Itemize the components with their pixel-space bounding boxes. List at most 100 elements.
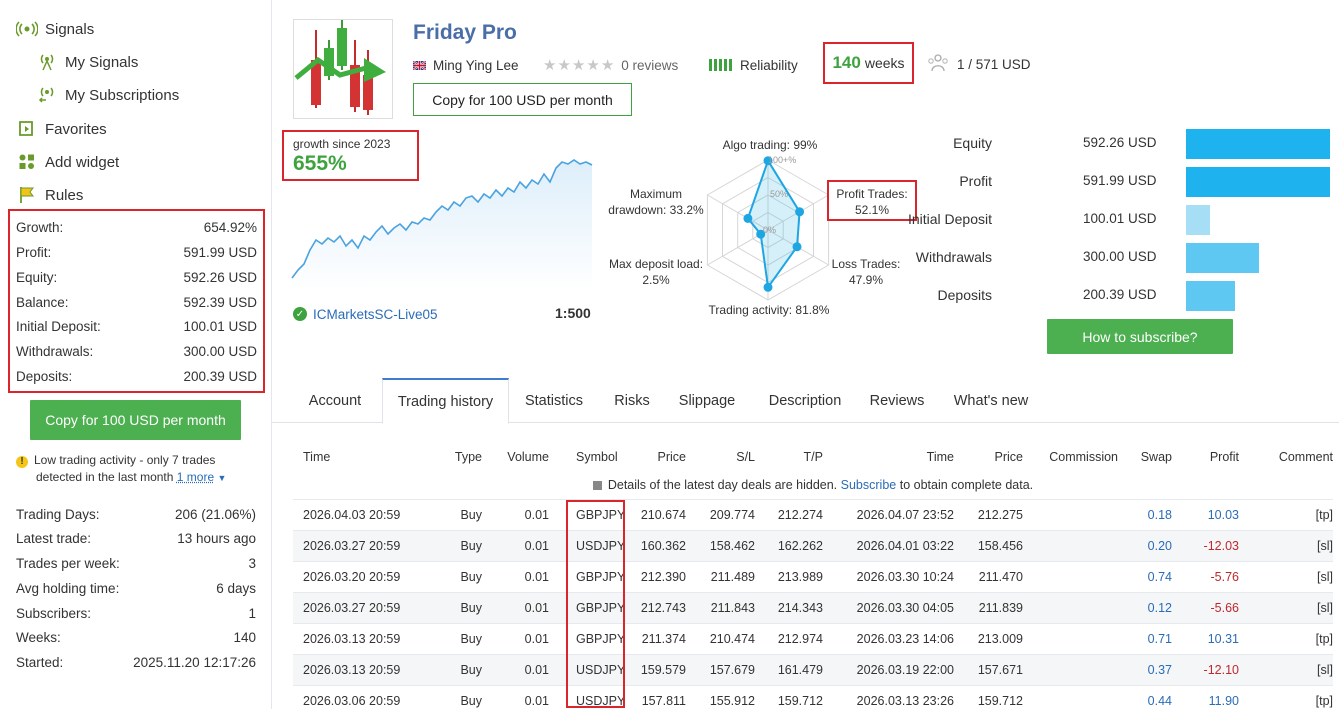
info-value: 2025.11.20 12:17:26 (133, 654, 256, 670)
col-tp: T/P (803, 450, 823, 464)
cell-time-open: 2026.03.20 20:59 (303, 570, 401, 584)
cell-price-close: 212.275 (977, 508, 1023, 522)
cell-price-open: 157.811 (641, 694, 686, 708)
nav-signals[interactable]: Signals (16, 17, 94, 41)
cell-type: Buy (460, 539, 482, 553)
summary-profit: Profit 591.99 USD (940, 167, 1330, 197)
copy-signal-button[interactable]: Copy for 100 USD per month (413, 83, 632, 116)
broker-server[interactable]: ✓ ICMarketsSC-Live05 (293, 305, 438, 323)
cell-comment: [sl] (1317, 601, 1333, 615)
signal-title[interactable]: Friday Pro (413, 21, 517, 44)
stat-label: Profit: (16, 244, 52, 260)
info-avg-holding: Avg holding time: 6 days (16, 578, 256, 598)
cell-sl: 157.679 (709, 663, 755, 677)
col-time-open: Time (303, 450, 331, 464)
nav-label: Add widget (45, 153, 120, 171)
cell-swap: 0.71 (1147, 632, 1172, 646)
nav-my-subscriptions[interactable]: My Subscriptions (36, 83, 179, 107)
author-name[interactable]: Ming Ying Lee (433, 57, 519, 73)
cell-profit: 10.03 (1207, 508, 1239, 522)
reliability: Reliability (709, 56, 798, 74)
radar-label-loss-1: Loss Trades: (831, 257, 901, 271)
cell-time-close: 2026.03.30 04:05 (856, 601, 954, 615)
tab-account[interactable]: Account (308, 392, 362, 409)
reviews-count[interactable]: 0 reviews (621, 57, 679, 73)
profit-trades-highlight (827, 180, 917, 221)
nav-favorites[interactable]: Favorites (16, 117, 107, 141)
nav-label: Signals (45, 20, 95, 38)
radar-points (743, 156, 805, 292)
cell-price-close: 213.009 (977, 632, 1023, 646)
candlestick-logo-icon (294, 20, 386, 115)
summary-label: Withdrawals (915, 249, 992, 265)
server-name[interactable]: ICMarketsSC-Live05 (313, 306, 438, 322)
stat-deposits: Deposits: 200.39 USD (16, 366, 257, 386)
subscribers-text: 1 / 571 USD (957, 56, 1031, 72)
tab-whats-new[interactable]: What's new (953, 392, 1029, 409)
nav-my-signals[interactable]: My Signals (36, 50, 138, 74)
cell-profit: -5.66 (1210, 601, 1240, 615)
info-value: 206 (21.06%) (174, 506, 256, 522)
cell-profit: 11.90 (1208, 694, 1239, 708)
cell-time-open: 2026.03.13 20:59 (303, 632, 401, 646)
author[interactable]: Ming Ying Lee (413, 56, 519, 74)
radar-point (792, 242, 802, 252)
tab-reviews[interactable]: Reviews (869, 392, 925, 409)
info-label: Subscribers: (16, 605, 92, 621)
radar-label-load-1: Max deposit load: (608, 257, 704, 271)
summary-value: 100.01 USD (1083, 211, 1157, 226)
table-row: 2026.03.27 20:59 Buy 0.01 USDJPY 160.362 158.… (293, 530, 1333, 561)
cell-tp: 212.974 (777, 632, 823, 646)
tab-slippage[interactable]: Slippage (678, 392, 736, 409)
cell-time-close: 2026.03.23 14:06 (856, 632, 954, 646)
radar-label-loss-2: 47.9% (848, 273, 884, 287)
cell-time-open: 2026.03.27 20:59 (303, 539, 401, 553)
radar-point (763, 282, 773, 292)
info-started: Started: 2025.11.20 12:17:26 (16, 652, 256, 672)
cell-tp: 212.274 (777, 508, 823, 522)
cell-tp: 162.262 (777, 539, 823, 553)
how-to-subscribe-button[interactable]: How to subscribe? (1047, 319, 1233, 354)
col-price-open: Price (657, 450, 686, 464)
summary-bar (1186, 129, 1330, 159)
sidebar-copy-button[interactable]: Copy for 100 USD per month (30, 400, 241, 440)
col-symbol: Symbol (576, 450, 618, 464)
tab-statistics[interactable]: Statistics (524, 392, 583, 409)
cell-symbol: GBPJPY (576, 508, 626, 522)
cell-comment: [tp] (1315, 694, 1333, 708)
cell-sl: 211.489 (710, 570, 755, 584)
cell-type: Buy (460, 508, 482, 522)
verified-check-icon: ✓ (293, 307, 307, 321)
cell-price-close: 158.456 (977, 539, 1023, 553)
rules-icon (16, 185, 38, 205)
cell-sl: 158.462 (709, 539, 755, 553)
stat-value: 592.39 USD (183, 294, 257, 310)
col-commission: Commission (1049, 450, 1118, 464)
summary-equity: Equity 592.26 USD (940, 129, 1330, 159)
info-label: Avg holding time: (16, 580, 120, 596)
tab-description[interactable]: Description (768, 392, 842, 409)
stat-initial-deposit: Initial Deposit: 100.01 USD (16, 316, 257, 336)
col-type: Type (454, 450, 482, 464)
summary-label: Initial Deposit (907, 211, 992, 227)
nav-rules[interactable]: Rules (16, 183, 83, 207)
subscribers-price: 1 / 571 USD (927, 53, 1031, 75)
summary-withdrawals: Withdrawals 300.00 USD (916, 243, 1330, 273)
more-link[interactable]: 1 more (176, 470, 215, 484)
cell-profit: -12.10 (1203, 663, 1239, 677)
nav-add-widget[interactable]: Add widget (16, 150, 119, 174)
nav-label: My Signals (65, 53, 139, 71)
tab-risks[interactable]: Risks (614, 392, 650, 409)
subscribe-link[interactable]: Subscribe (840, 478, 897, 492)
info-weeks: Weeks: 140 (16, 627, 256, 647)
tab-trading-history[interactable]: Trading history (382, 378, 509, 424)
leverage: 1:500 (555, 305, 591, 321)
cell-time-close: 2026.03.13 23:26 (856, 694, 954, 708)
cell-time-open: 2026.03.13 20:59 (303, 663, 401, 677)
info-subscribers: Subscribers: 1 (16, 603, 256, 623)
star-icon: ★ (586, 57, 600, 74)
nav-label: Rules (45, 186, 84, 204)
summary-label: Profit (959, 173, 992, 189)
chevron-down-icon[interactable]: ▼ (217, 473, 227, 483)
radar-label-loss: Loss Trades: 47.9% (828, 256, 904, 288)
